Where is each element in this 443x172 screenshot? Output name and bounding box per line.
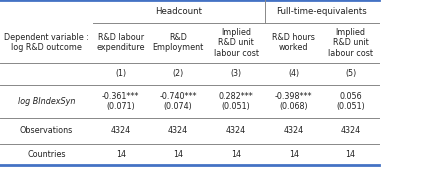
Text: (3): (3) bbox=[230, 69, 242, 78]
Text: (1): (1) bbox=[115, 69, 126, 78]
Text: 0.056
(0.051): 0.056 (0.051) bbox=[336, 92, 365, 111]
Text: 14: 14 bbox=[173, 150, 183, 159]
Text: -0.398***
(0.068): -0.398*** (0.068) bbox=[275, 92, 312, 111]
Text: Headcount: Headcount bbox=[155, 7, 202, 16]
Text: Implied
R&D unit
labour cost: Implied R&D unit labour cost bbox=[328, 28, 373, 58]
Text: R&D
Employment: R&D Employment bbox=[152, 33, 203, 52]
Text: -0.361***
(0.071): -0.361*** (0.071) bbox=[102, 92, 140, 111]
Text: log BIndexSyn: log BIndexSyn bbox=[18, 97, 75, 106]
Text: R&D hours
worked: R&D hours worked bbox=[272, 33, 315, 52]
Text: 14: 14 bbox=[289, 150, 299, 159]
Text: Dependent variable :
log R&D outcome: Dependent variable : log R&D outcome bbox=[4, 33, 89, 52]
Text: 4324: 4324 bbox=[226, 126, 246, 135]
Text: (2): (2) bbox=[172, 69, 183, 78]
Text: 14: 14 bbox=[231, 150, 241, 159]
Text: R&D labour
expenditure: R&D labour expenditure bbox=[97, 33, 145, 52]
Text: Implied
R&D unit
labour cost: Implied R&D unit labour cost bbox=[214, 28, 259, 58]
Text: 4324: 4324 bbox=[341, 126, 361, 135]
Text: (5): (5) bbox=[345, 69, 356, 78]
Text: 14: 14 bbox=[346, 150, 356, 159]
Text: 14: 14 bbox=[116, 150, 126, 159]
Text: 0.282***
(0.051): 0.282*** (0.051) bbox=[219, 92, 253, 111]
Text: Full-time-equivalents: Full-time-equivalents bbox=[276, 7, 367, 16]
Text: -0.740***
(0.074): -0.740*** (0.074) bbox=[159, 92, 197, 111]
Text: (4): (4) bbox=[288, 69, 299, 78]
Text: 4324: 4324 bbox=[168, 126, 188, 135]
Text: Countries: Countries bbox=[27, 150, 66, 159]
Text: 4324: 4324 bbox=[284, 126, 304, 135]
Text: 4324: 4324 bbox=[111, 126, 131, 135]
Text: Observations: Observations bbox=[20, 126, 73, 135]
